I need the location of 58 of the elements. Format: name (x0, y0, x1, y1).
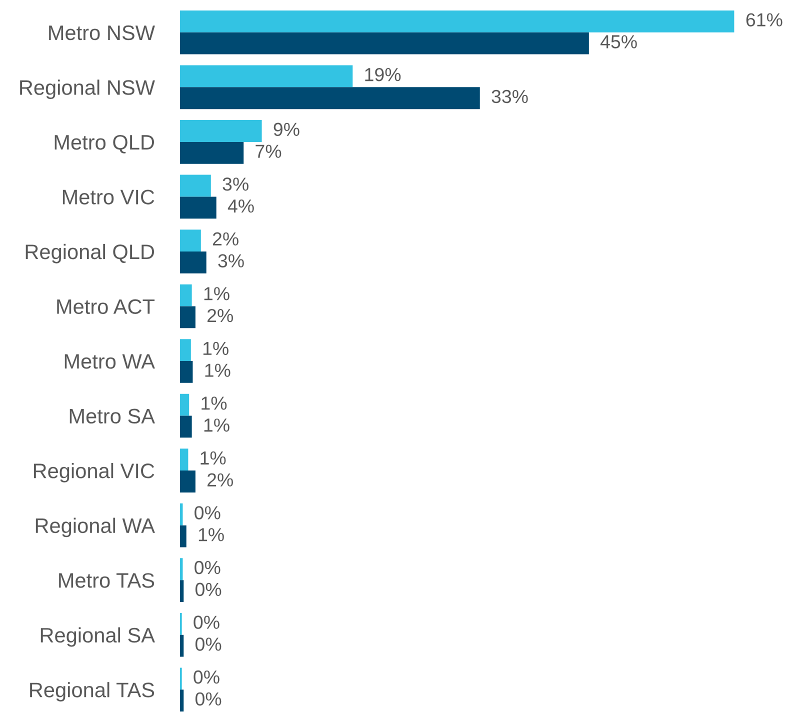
data-label: 45% (600, 35, 637, 48)
bar (180, 448, 188, 471)
y-tick-label: Regional NSW (20, 80, 155, 100)
data-label: 4% (228, 200, 254, 213)
bar (180, 306, 196, 328)
data-label: 1% (204, 287, 230, 300)
y-tick-label: Metro ACT (57, 299, 155, 314)
bar (180, 361, 193, 383)
bar (180, 65, 353, 88)
bar (180, 416, 192, 438)
data-label: 2% (208, 308, 234, 322)
data-label: 1% (204, 418, 230, 432)
data-label: 0% (195, 582, 222, 596)
data-label: 61% (746, 13, 782, 26)
bar (180, 394, 190, 416)
data-label: 0% (195, 692, 222, 706)
y-tick-label: Metro TAS (59, 573, 154, 588)
bar (180, 230, 201, 252)
data-label: 1% (198, 528, 224, 542)
y-tick-label: Regional TAS (30, 682, 154, 702)
data-label: 0% (194, 670, 220, 684)
data-label: 3% (218, 254, 244, 268)
data-label: 0% (194, 616, 220, 629)
y-tick-label: Metro SA (70, 408, 155, 424)
bar (180, 525, 186, 548)
bar (180, 284, 192, 306)
data-label: 2% (208, 473, 234, 486)
data-label: 1% (205, 364, 230, 377)
y-tick-label: Metro NSW (49, 25, 155, 40)
bar (180, 10, 734, 32)
bar (180, 87, 480, 110)
bar (180, 32, 589, 54)
y-tick-label: Regional VIC (34, 462, 154, 482)
bar (180, 251, 206, 274)
data-label: 0% (195, 638, 222, 651)
data-label: 19% (365, 68, 401, 82)
bar (180, 142, 244, 164)
y-tick-label: Regional QLD (26, 244, 154, 264)
bar (180, 196, 216, 219)
bar (180, 339, 191, 362)
bar (180, 174, 211, 197)
bar (180, 120, 262, 142)
data-label: 1% (200, 451, 226, 465)
data-label: 1% (203, 342, 228, 356)
data-label: 2% (212, 232, 238, 246)
y-tick-label: Metro VIC (62, 190, 154, 204)
data-label: 0% (194, 506, 220, 520)
data-label: 0% (194, 560, 220, 574)
y-tick-label: Metro QLD (54, 134, 154, 154)
data-label: 33% (492, 90, 528, 104)
data-label: 3% (222, 178, 248, 191)
bar (180, 470, 196, 492)
y-tick-label: Regional WA (36, 518, 155, 538)
data-label: 1% (202, 396, 227, 410)
data-label: 9% (274, 122, 300, 136)
y-tick-label: Metro WA (64, 354, 155, 369)
data-label: 7% (256, 144, 282, 158)
y-tick-label: Regional SA (40, 627, 155, 647)
